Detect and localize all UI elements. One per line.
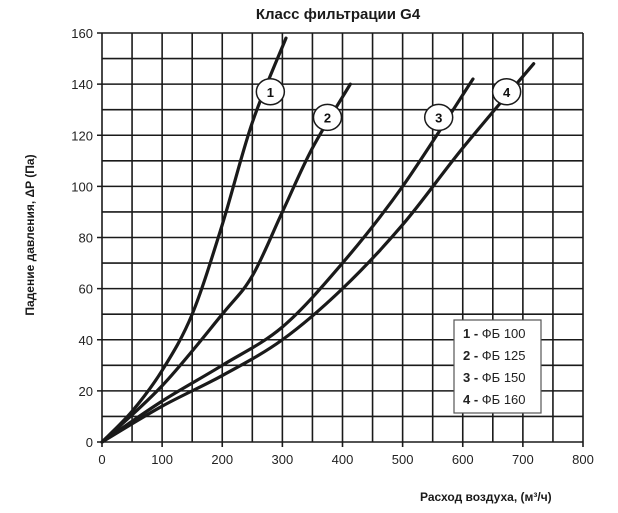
- legend-entry-1: 1 - ФБ 100: [463, 326, 526, 341]
- y-tick-label: 20: [79, 384, 93, 399]
- legend-box: [453, 319, 542, 414]
- series-line-2: [100, 82, 352, 444]
- series-label-4: 4: [503, 85, 511, 100]
- legend-entry-3: 3 - ФБ 150: [463, 370, 526, 385]
- x-tick-label: 100: [151, 452, 173, 467]
- y-tick-label: 40: [79, 333, 93, 348]
- x-tick-label: 200: [211, 452, 233, 467]
- legend-entry-2: 2 - ФБ 125: [463, 348, 526, 363]
- y-tick-label: 100: [71, 179, 93, 194]
- series-label-3: 3: [435, 110, 442, 125]
- x-tick-label: 500: [392, 452, 414, 467]
- x-tick-label: 400: [332, 452, 354, 467]
- series-label-circle-2: [312, 103, 343, 132]
- x-axis-label: Расход воздуха, (м³/ч): [420, 490, 552, 504]
- x-tick-label: 800: [572, 452, 594, 467]
- series-line-4: [100, 62, 536, 444]
- x-tick-label: 300: [272, 452, 294, 467]
- series-label-circle-1: [255, 78, 286, 106]
- y-tick-label: 0: [86, 435, 93, 450]
- y-tick-label: 160: [71, 26, 93, 41]
- series-label-2: 2: [324, 110, 331, 125]
- series-label-1: 1: [267, 85, 274, 100]
- x-tick-label: 700: [512, 452, 534, 467]
- chart-title: Класс фильтрации G4: [255, 6, 421, 23]
- series-label-circle-4: [491, 78, 522, 106]
- series-line-3: [100, 77, 475, 444]
- x-tick-label: 0: [98, 452, 105, 467]
- y-tick-label: 120: [71, 128, 93, 143]
- y-tick-label: 60: [79, 282, 93, 297]
- y-tick-label: 80: [79, 231, 93, 246]
- series-label-circle-3: [423, 103, 454, 132]
- legend-entry-4: 4 - ФБ 160: [463, 392, 526, 407]
- y-tick-label: 140: [71, 77, 93, 92]
- x-tick-label: 600: [452, 452, 474, 467]
- series-line-1: [100, 36, 288, 444]
